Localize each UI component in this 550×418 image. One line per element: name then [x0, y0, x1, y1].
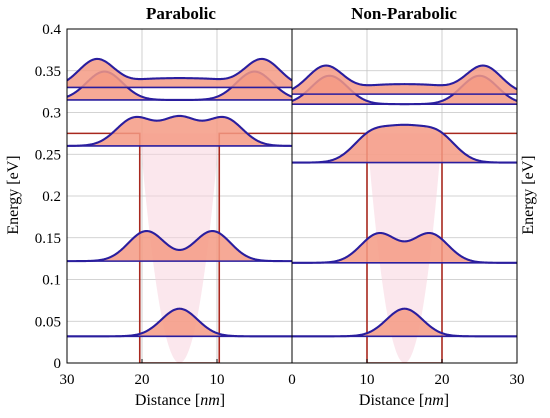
wavefunction-line-right-4 [292, 64, 517, 91]
x-axis-label-right-text: Distance [359, 392, 415, 409]
wavefunction-line-right-0 [292, 307, 517, 338]
x-tick-label-left-1: 20 [135, 372, 150, 388]
y-tick-label-8: 0.4 [42, 22, 61, 38]
x-axis-label-right-unit: nm [424, 392, 444, 409]
plot-body-right [292, 64, 517, 363]
wavefunction-line-left-4 [67, 57, 292, 82]
x-tick-label-right-3: 30 [510, 372, 525, 388]
panel-right [291, 28, 518, 364]
y-tick-label-6: 0.3 [42, 106, 61, 122]
y-tick-label-2: 0.1 [42, 273, 61, 289]
wavefunction-fill-left-1 [67, 231, 292, 262]
axes-frame-right [291, 28, 518, 364]
y-tick-label-4: 0.2 [42, 189, 61, 205]
wavefunction-fill-left-0 [67, 308, 292, 337]
chart-title-right: Non-Parabolic [351, 4, 457, 23]
wavefunction-line-left-2 [67, 114, 292, 147]
wavefunction-line-right-1 [292, 231, 517, 264]
y-axis-label-left: Energy [eV] [5, 155, 22, 234]
x-axis-label-left: Distance [nm] [135, 392, 225, 409]
y-tick-label-7: 0.35 [35, 64, 61, 80]
y-tick-label-1: 0.05 [35, 314, 61, 330]
label-group: Parabolic Non-Parabolic Distance [nm] Di… [5, 4, 537, 409]
y-axis-label-left-unit: eV [5, 160, 22, 179]
potential-parabola-left [139, 133, 220, 363]
x-tick-label-left-2: 10 [210, 372, 225, 388]
panel-left [66, 28, 293, 364]
x-tick-label-right-0: 0 [288, 372, 296, 388]
wavefunction-fill-left-4 [67, 58, 292, 88]
potential-well-right [292, 132, 517, 363]
x-tick-label-left-0: 30 [60, 372, 75, 388]
plot-area-group [66, 28, 518, 364]
wavefunction-line-right-2 [292, 123, 517, 164]
wavefunction-line-left-0 [67, 307, 292, 338]
y-tick-label-5: 0.25 [35, 147, 61, 163]
y-tick-label-3: 0.15 [35, 231, 61, 247]
wavefunction-fill-right-2 [292, 124, 517, 163]
wavefunction-line-left-1 [67, 229, 292, 263]
y-tick-label-0: 0 [54, 356, 62, 372]
wavefunction-fill-right-0 [292, 308, 517, 337]
wavefunction-fill-left-3 [67, 71, 292, 100]
y-axis-label-right-unit: eV [520, 160, 537, 179]
tick-label-group: 30 20 10 0 10 20 3000.050.10.150.20.250.30.350… [35, 22, 525, 388]
x-axis-label-left-unit: nm [200, 392, 220, 409]
wavefunction-fill-right-4 [292, 65, 517, 95]
chart-title-left: Parabolic [146, 4, 216, 23]
y-axis-label-right-text: Energy [520, 189, 537, 235]
y-axis-label-left-text: Energy [5, 189, 22, 235]
plot-body-left [67, 57, 292, 363]
wavefunction-fill-right-1 [292, 233, 517, 263]
y-axis-label-right: Energy [eV] [520, 155, 537, 234]
x-tick-label-right-2: 20 [435, 372, 450, 388]
x-tick-label-right-1: 10 [360, 372, 375, 388]
x-axis-label-right: Distance [nm] [359, 392, 449, 409]
wavefunction-fill-right-3 [292, 75, 517, 105]
x-axis-label-left-text: Distance [135, 392, 191, 409]
